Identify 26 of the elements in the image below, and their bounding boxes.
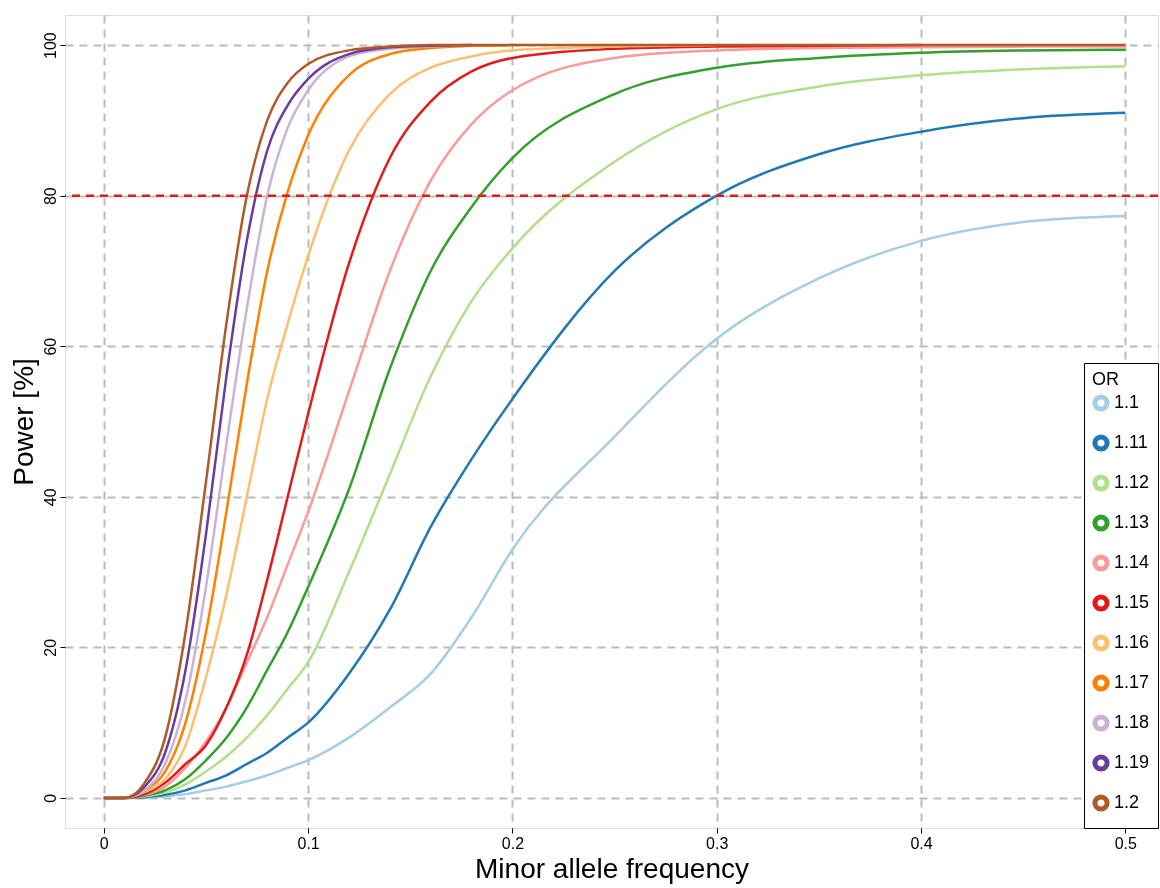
legend-title: OR bbox=[1092, 369, 1119, 389]
x-axis-title: Minor allele frequency bbox=[475, 852, 749, 884]
legend-label: 1.13 bbox=[1114, 512, 1150, 532]
y-tick-label: 80 bbox=[41, 187, 59, 206]
y-tick-label: 100 bbox=[41, 32, 59, 59]
legend-label: 1.12 bbox=[1114, 472, 1150, 492]
y-axis-title: Power [%] bbox=[7, 358, 39, 486]
legend-label: 1.19 bbox=[1114, 752, 1150, 772]
y-tick-label: 0 bbox=[41, 793, 59, 803]
legend-label: 1.1 bbox=[1114, 392, 1140, 412]
legend-label: 1.15 bbox=[1114, 592, 1150, 612]
y-tick-label: 40 bbox=[41, 488, 59, 507]
x-tick-label: 0.2 bbox=[501, 834, 525, 852]
legend-label: 1.14 bbox=[1114, 552, 1150, 572]
legend-label: 1.2 bbox=[1114, 792, 1140, 812]
x-tick-label: 0.5 bbox=[1114, 834, 1138, 852]
y-tick-label: 20 bbox=[41, 638, 59, 657]
y-tick-label: 60 bbox=[41, 337, 59, 356]
legend-label: 1.18 bbox=[1114, 712, 1150, 732]
legend-label: 1.16 bbox=[1114, 632, 1150, 652]
x-tick-label: 0.4 bbox=[910, 834, 933, 852]
legend-label: 1.17 bbox=[1114, 672, 1150, 692]
x-tick-label: 0.3 bbox=[706, 834, 729, 852]
legend-label: 1.11 bbox=[1114, 432, 1148, 452]
x-tick-label: 0.1 bbox=[297, 834, 320, 852]
x-tick-label: 0 bbox=[99, 834, 109, 852]
